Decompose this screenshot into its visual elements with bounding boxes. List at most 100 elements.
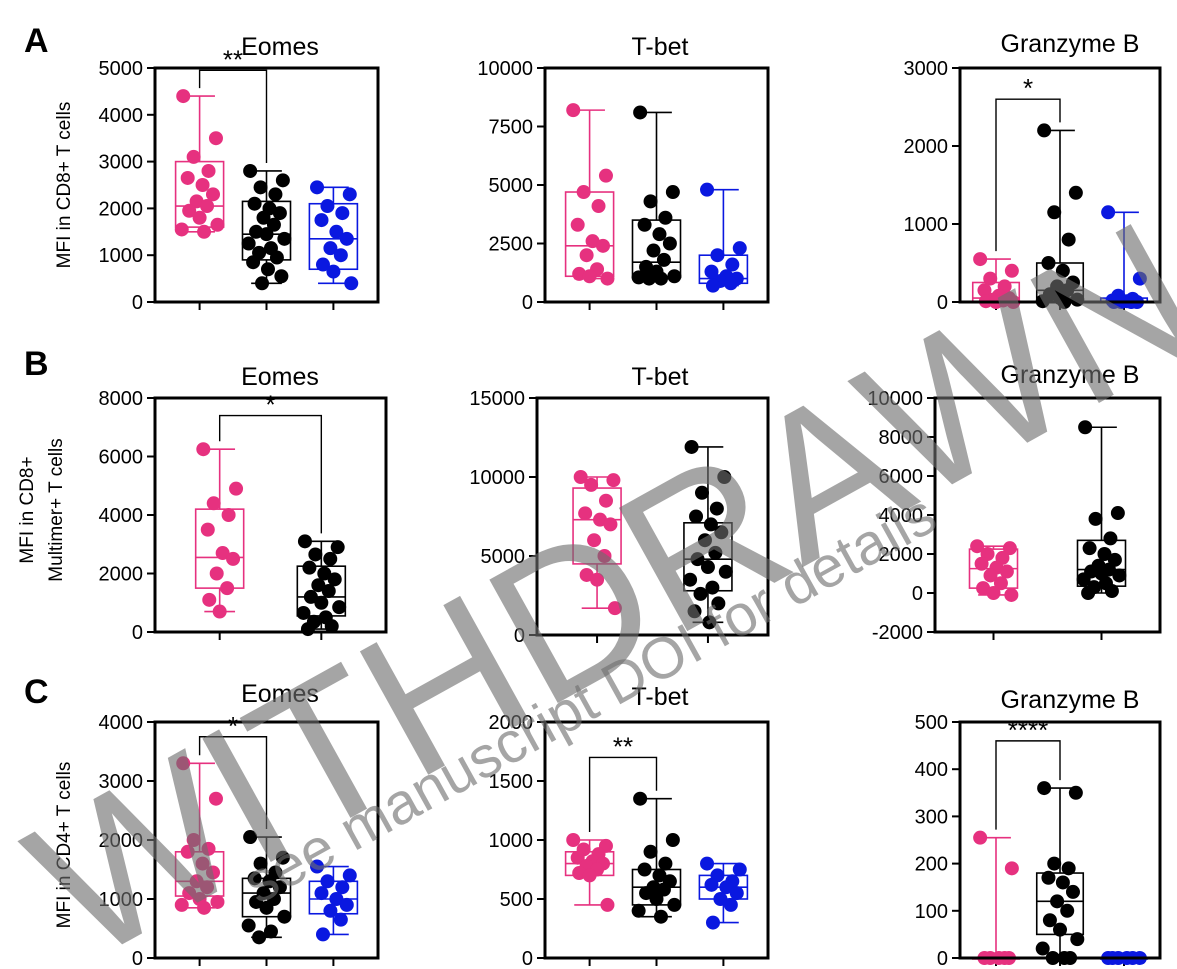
data-point: [1104, 584, 1119, 599]
chart-b-granzyme-b: Granzyme B -2000 0 2000 4000 6000 8000 10000: [867, 361, 1162, 644]
y-tick-label: 2000: [99, 198, 144, 220]
y-tick-label: 4000: [99, 105, 144, 127]
data-point: [314, 595, 329, 610]
series-black: [1076, 420, 1127, 600]
data-point: [993, 576, 1008, 591]
y-tick-label: 5000: [99, 58, 144, 80]
data-point: [256, 210, 271, 225]
data-point: [566, 103, 581, 118]
data-point: [639, 259, 654, 274]
chart-title: T-bet: [632, 33, 689, 61]
significance-label: *: [228, 711, 238, 741]
data-point: [689, 509, 704, 524]
y-tick-label: 300: [915, 806, 948, 828]
data-point: [221, 508, 236, 522]
data-point: [320, 199, 335, 214]
data-point: [973, 252, 988, 267]
significance-bracket: **: [588, 731, 658, 832]
data-point: [658, 856, 673, 871]
series-black: [631, 791, 682, 924]
plot-frame: [153, 720, 380, 960]
data-point: [713, 892, 728, 906]
data-point: [662, 236, 677, 251]
data-point: [308, 547, 323, 562]
data-point: [653, 909, 668, 924]
y-tick-label: 8000: [879, 427, 924, 449]
data-point: [697, 533, 712, 548]
series-blue: [308, 859, 359, 942]
data-point: [1061, 232, 1076, 247]
data-point: [180, 170, 195, 185]
data-point: [342, 868, 357, 883]
y-tick-label: 10000: [469, 467, 525, 489]
data-point: [189, 874, 204, 889]
chart-title: T-bet: [632, 683, 689, 711]
data-point: [717, 470, 732, 484]
data-point: [249, 224, 264, 239]
data-point: [970, 539, 985, 554]
data-point: [633, 105, 648, 120]
significance-label: ****: [1008, 715, 1048, 745]
data-point: [1110, 506, 1125, 521]
chart-title: Granzyme B: [1001, 361, 1140, 389]
data-point: [210, 894, 225, 909]
y-tick-label: 4000: [99, 505, 144, 527]
data-point: [590, 572, 605, 587]
panel-letter-b: B: [24, 345, 49, 383]
data-point: [192, 210, 207, 225]
y-tick-label: 0: [522, 292, 533, 314]
data-point: [687, 604, 702, 619]
data-point: [572, 866, 587, 881]
y-tick-label: 5000: [481, 546, 526, 568]
significance-bracket: ****: [995, 715, 1061, 830]
series-blue: [698, 182, 749, 293]
data-point: [339, 231, 354, 246]
data-point: [310, 180, 325, 195]
data-point: [1055, 263, 1070, 278]
significance-bracket: *: [218, 390, 323, 534]
data-point: [600, 271, 615, 286]
data-point: [653, 271, 668, 286]
y-tick-label: 2500: [489, 234, 534, 256]
plot-frame: [153, 396, 388, 634]
data-point: [1047, 856, 1062, 871]
series-black: [683, 439, 733, 630]
chart-a-granzyme-b: Granzyme B 0 1000 2000 3000 *: [904, 30, 1162, 314]
data-point: [269, 250, 284, 265]
data-point: [693, 586, 708, 601]
data-point: [1035, 941, 1050, 956]
chart-c-t-bet: T-bet 0 500 1000 1500 2000 **: [489, 683, 770, 969]
significance-label: *: [1023, 73, 1033, 103]
data-point: [708, 545, 723, 560]
data-point: [303, 589, 318, 604]
data-point: [719, 880, 734, 895]
data-point: [342, 187, 357, 202]
data-point: [176, 756, 191, 771]
data-point: [321, 584, 336, 599]
data-point: [296, 605, 311, 620]
y-tick-label: 1500: [489, 771, 534, 793]
box: [194, 508, 245, 589]
data-point: [344, 276, 359, 291]
data-point: [684, 439, 699, 454]
y-tick-label: 10000: [867, 388, 923, 410]
data-point: [591, 199, 606, 214]
y-axis-label-a: MFI in CD8+ T cells: [54, 102, 75, 269]
data-point: [335, 206, 350, 221]
y-tick-label: 0: [912, 583, 923, 605]
data-point: [639, 886, 654, 901]
data-point: [182, 203, 197, 218]
data-point: [205, 865, 220, 880]
data-point: [1004, 263, 1019, 278]
y-tick-label: 6000: [879, 466, 924, 488]
data-point: [272, 880, 287, 895]
y-tick-label: 0: [132, 622, 143, 644]
plot-frame: [543, 720, 770, 960]
data-point: [206, 496, 221, 511]
y-tick-label: 10000: [477, 58, 533, 80]
data-point: [704, 264, 719, 279]
series-pink: [968, 539, 1019, 602]
data-point: [732, 241, 747, 256]
data-point: [332, 600, 347, 615]
